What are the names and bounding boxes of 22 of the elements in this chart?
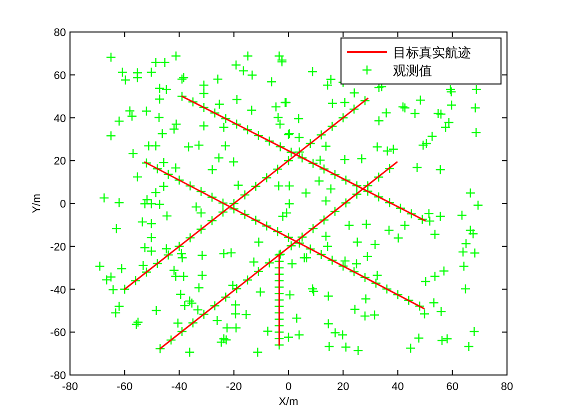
y-tick-label: -20: [50, 241, 66, 254]
y-tick-label: 60: [54, 70, 66, 82]
x-tick-label: 20: [337, 381, 350, 393]
y-tick-label: 0: [60, 198, 66, 210]
x-tick-label: -80: [62, 381, 78, 393]
y-tick-label: 80: [54, 27, 66, 39]
legend-label: 观测值: [393, 63, 432, 78]
y-tick-label: -80: [50, 370, 66, 382]
y-tick-label: -60: [50, 327, 66, 340]
x-tick-label: -60: [116, 381, 133, 393]
x-tick-label: -40: [171, 381, 188, 393]
x-axis-title: X/m: [278, 396, 298, 408]
x-tick-label: 0: [285, 381, 292, 393]
x-tick-label: 40: [392, 381, 404, 393]
legend-label: 目标真实航迹: [393, 45, 471, 60]
x-tick-label: -20: [226, 381, 242, 393]
x-tick-label: 60: [446, 381, 458, 393]
x-tick-label: 80: [500, 381, 514, 393]
y-tick-label: -40: [50, 284, 66, 296]
y-tick-label: 20: [54, 156, 66, 168]
y-axis-title: Y/m: [31, 194, 43, 214]
y-tick-label: 40: [54, 112, 66, 125]
